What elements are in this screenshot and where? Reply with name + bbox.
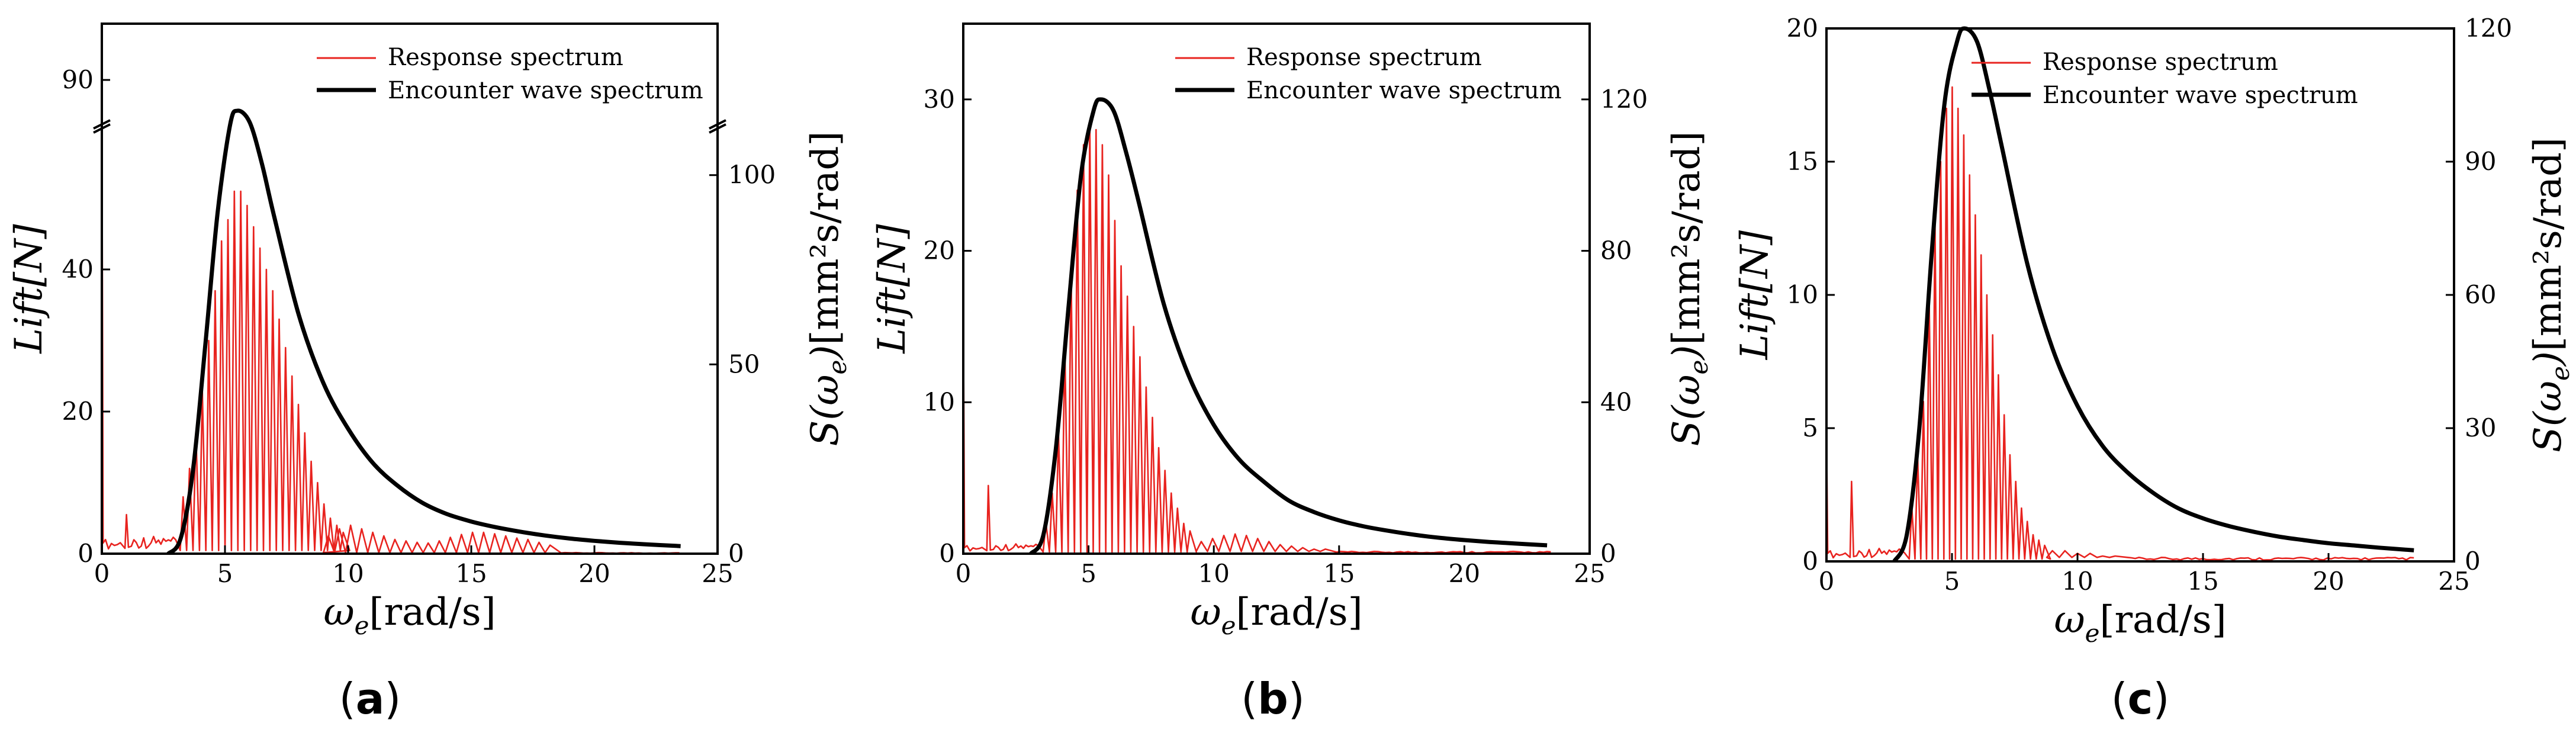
- xlabel-sym-b: ω: [1190, 590, 1221, 634]
- x-tick-label: 10: [1198, 559, 1229, 588]
- x-tick-label: 0: [1819, 567, 1835, 596]
- encounter-wave-line: [166, 108, 681, 555]
- encounter-wave-line: [1029, 97, 1548, 555]
- legend-wave-b: Encounter wave spectrum: [1246, 77, 1562, 104]
- panel-label-c: (c): [2111, 674, 2170, 724]
- x-tick-label: 5: [1080, 559, 1096, 588]
- xlabel-b: ωe[rad/s]: [1190, 590, 1362, 640]
- response-spectrum-line: [1825, 86, 2414, 561]
- xlabel-unit-a: [rad/s]: [369, 590, 496, 634]
- y-tick-label: 0: [78, 539, 94, 568]
- y-tick-label: 20: [924, 236, 955, 265]
- x-tick-label: 20: [1449, 559, 1480, 588]
- x-tick-label: 20: [578, 559, 610, 588]
- plot-frame: [101, 23, 719, 555]
- legend-response-a: Response spectrum: [388, 44, 623, 71]
- x-tick-label: 5: [1944, 567, 1960, 596]
- y-tick-label: 0: [939, 539, 955, 568]
- x-tick-label: 10: [2062, 567, 2093, 596]
- y2-tick-label: 100: [728, 160, 776, 189]
- y-tick-label: 20: [1787, 14, 1818, 43]
- y2-tick-label: 60: [2465, 280, 2496, 309]
- y2-tick-label: 0: [1600, 539, 1616, 568]
- response-spectrum-line: [962, 121, 1551, 554]
- break-mark: [93, 119, 111, 130]
- xlabel-a: ωe[rad/s]: [323, 590, 496, 640]
- x-tick-label: 5: [217, 559, 233, 588]
- y2-tick-label: 120: [2465, 14, 2512, 43]
- y2label-b: S(ωe)[mm²s/rad]: [1665, 131, 1713, 447]
- x-tick-label: 15: [1323, 559, 1355, 588]
- y2-tick-label: 50: [728, 349, 760, 378]
- y2-tick-label: 90: [2465, 147, 2496, 176]
- ylabel-a: Lift[N]: [7, 223, 51, 354]
- y2-tick-label: 0: [728, 539, 744, 568]
- y2label-a: S(ωe)[mm²s/rad]: [803, 131, 852, 447]
- y2-tick-label: 80: [1600, 236, 1632, 265]
- xlabel-sym-a: ω: [323, 590, 354, 634]
- ylabel-b: Lift[N]: [870, 223, 914, 354]
- y-tick-label: 40: [62, 255, 94, 284]
- x-tick-label: 10: [332, 559, 364, 588]
- y2-tick-label: 30: [2465, 413, 2496, 442]
- legend-response-c: Response spectrum: [2043, 49, 2278, 76]
- y2label-c: S(ωe)[mm²s/rad]: [2526, 137, 2575, 452]
- break-mark: [709, 119, 726, 130]
- x-tick-label: 15: [455, 559, 487, 588]
- panel-label-a: (a): [339, 674, 401, 724]
- x-tick-label: 20: [2313, 567, 2344, 596]
- y2-tick-label: 120: [1600, 85, 1648, 114]
- ylabel-c: Lift[N]: [1733, 230, 1777, 360]
- y-tick-label: 90: [62, 65, 94, 94]
- legend-response-b: Response spectrum: [1246, 44, 1482, 71]
- panel-label-b: (b): [1241, 674, 1305, 724]
- y-tick-label: 15: [1787, 147, 1818, 176]
- y-tick-label: 5: [1802, 413, 1818, 442]
- y2-tick-label: 0: [2465, 547, 2481, 576]
- x-tick-label: 25: [1574, 559, 1605, 588]
- x-tick-label: 0: [94, 559, 110, 588]
- xlabel-sym-c: ω: [2054, 598, 2085, 642]
- break-mark: [93, 123, 111, 134]
- encounter-wave-line: [1892, 26, 2414, 563]
- xlabel-c: ωe[rad/s]: [2054, 598, 2226, 648]
- legend-wave-c: Encounter wave spectrum: [2043, 82, 2358, 109]
- xlabel-sub-b: e: [1221, 611, 1236, 640]
- x-tick-label: 25: [702, 559, 733, 588]
- xlabel-unit-c: [rad/s]: [2099, 598, 2226, 642]
- plot-frame: [962, 23, 1591, 555]
- y-tick-label: 30: [924, 85, 955, 114]
- x-tick-label: 15: [2187, 567, 2218, 596]
- break-mark: [709, 123, 726, 134]
- y-tick-label: 20: [62, 397, 94, 426]
- xlabel-unit-b: [rad/s]: [1236, 590, 1362, 634]
- y-tick-label: 0: [1802, 547, 1818, 576]
- legend-wave-a: Encounter wave spectrum: [388, 77, 703, 104]
- xlabel-sub-a: e: [355, 611, 369, 640]
- y2-tick-label: 40: [1600, 387, 1632, 416]
- x-tick-label: 25: [2438, 567, 2469, 596]
- y-tick-label: 10: [1787, 280, 1818, 309]
- xlabel-sub-c: e: [2085, 619, 2100, 648]
- y-tick-label: 10: [924, 387, 955, 416]
- x-tick-label: 0: [956, 559, 972, 588]
